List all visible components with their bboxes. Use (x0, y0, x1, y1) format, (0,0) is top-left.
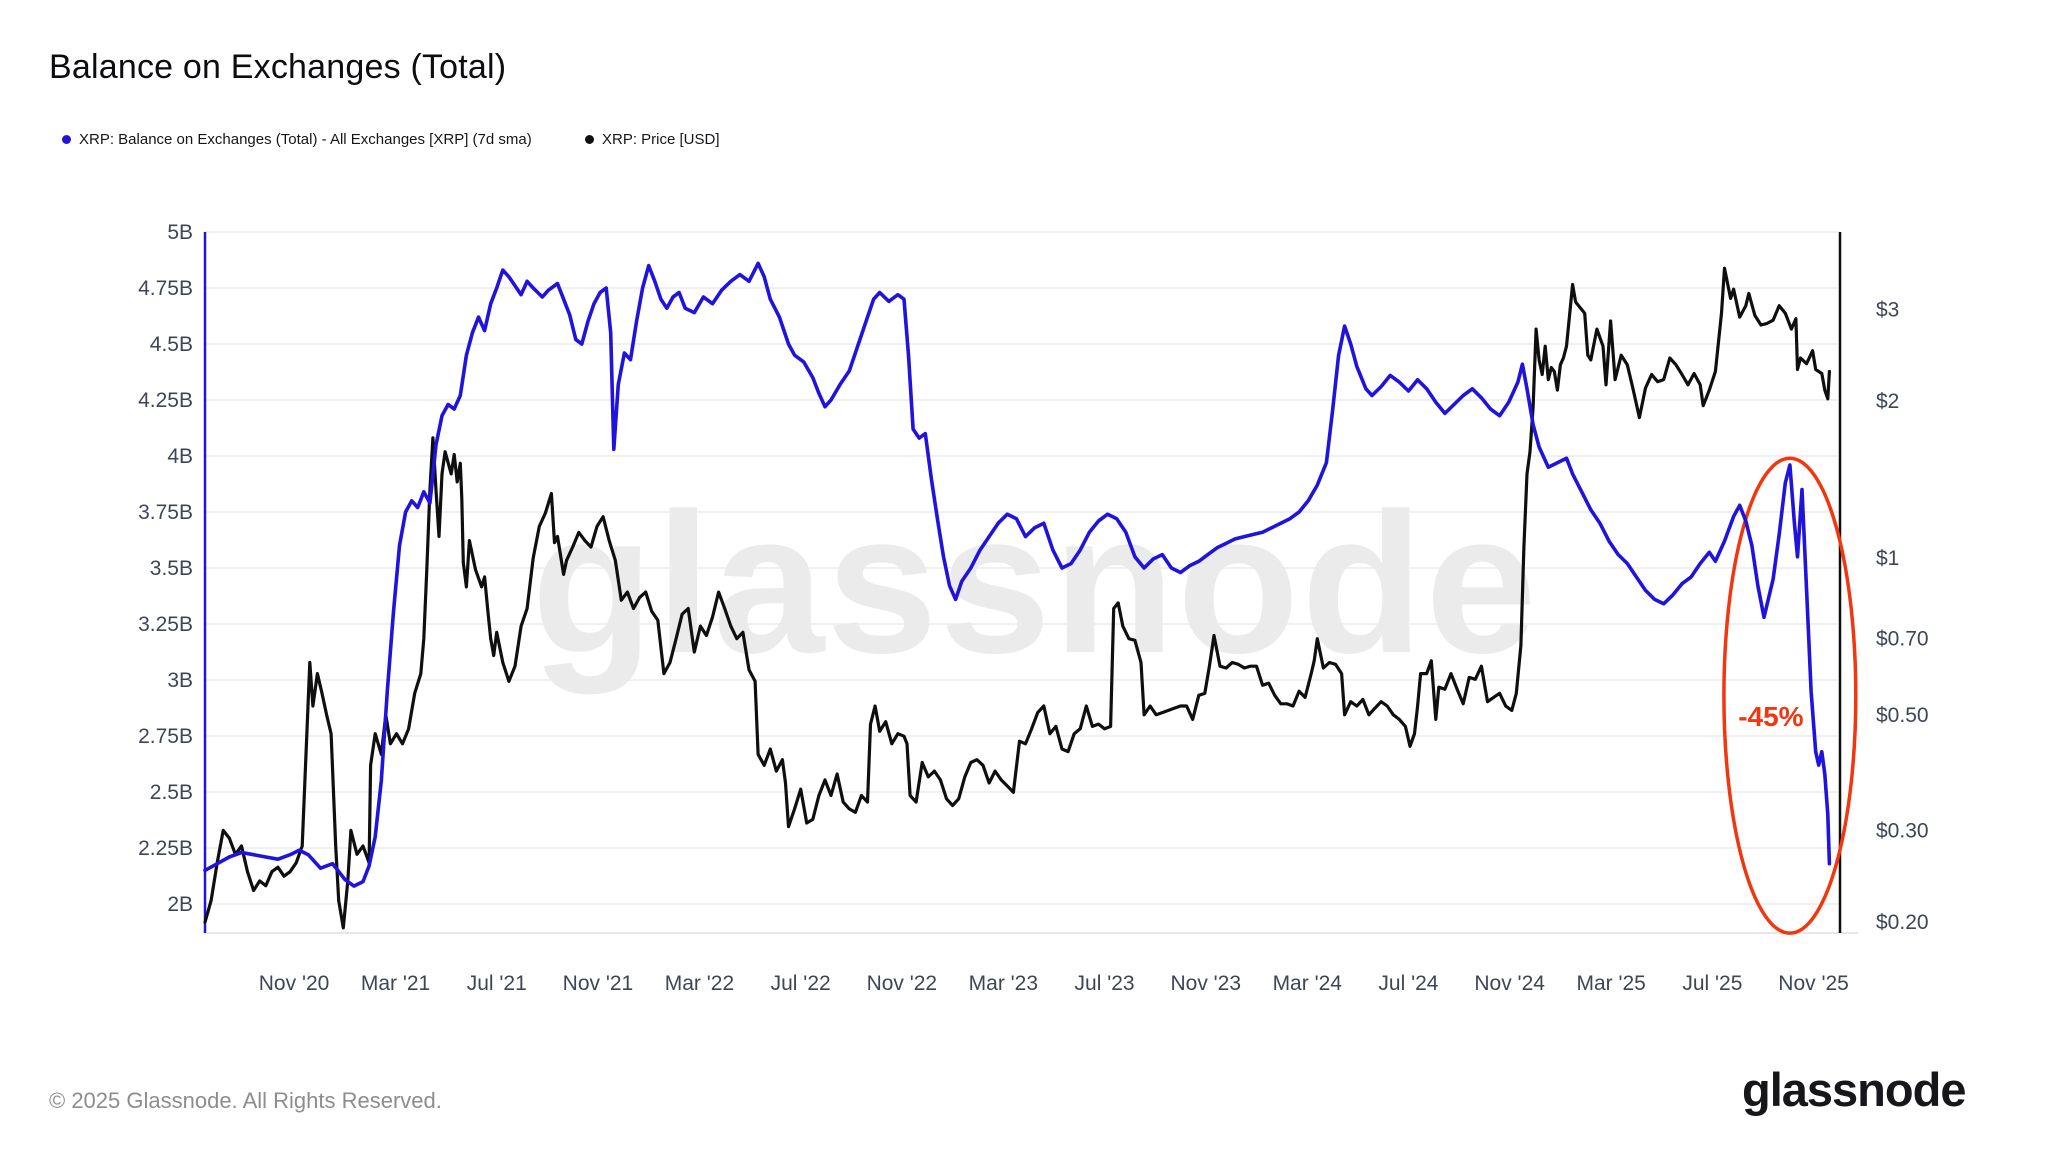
glassnode-logo: glassnode (1742, 1063, 1966, 1116)
svg-text:-45%: -45% (1738, 701, 1803, 732)
svg-text:$0.70: $0.70 (1876, 628, 1929, 651)
legend-price-label: XRP: Price [USD] (602, 131, 720, 148)
svg-text:4B: 4B (167, 445, 193, 468)
svg-text:Jul '24: Jul '24 (1378, 972, 1438, 995)
svg-text:3B: 3B (167, 669, 193, 692)
svg-text:Jul '25: Jul '25 (1682, 972, 1742, 995)
page-title: Balance on Exchanges (Total) (49, 48, 507, 86)
svg-text:4.25B: 4.25B (138, 389, 193, 412)
legend-item-balance: XRP: Balance on Exchanges (Total) - All … (62, 131, 532, 148)
legend: XRP: Balance on Exchanges (Total) - All … (0, 131, 2048, 155)
svg-text:Nov '24: Nov '24 (1474, 972, 1545, 995)
balance-series-dot-icon (62, 135, 71, 144)
svg-text:Mar '23: Mar '23 (969, 972, 1038, 995)
svg-text:$0.30: $0.30 (1876, 819, 1929, 842)
svg-text:Mar '21: Mar '21 (361, 972, 430, 995)
svg-text:Nov '25: Nov '25 (1778, 972, 1849, 995)
price-series-dot-icon (585, 135, 594, 144)
svg-text:glassnode: glassnode (531, 472, 1538, 695)
legend-balance-label: XRP: Balance on Exchanges (Total) - All … (79, 131, 532, 148)
svg-text:Nov '22: Nov '22 (867, 972, 938, 995)
svg-text:Jul '22: Jul '22 (771, 972, 831, 995)
svg-text:Mar '25: Mar '25 (1576, 972, 1645, 995)
footer-copyright: © 2025 Glassnode. All Rights Reserved. (49, 1088, 442, 1113)
svg-text:$0.20: $0.20 (1876, 911, 1929, 934)
svg-text:Jul '21: Jul '21 (467, 972, 527, 995)
svg-text:3.25B: 3.25B (138, 613, 193, 636)
svg-text:5B: 5B (167, 221, 193, 244)
svg-text:4.5B: 4.5B (150, 333, 193, 356)
svg-text:$1: $1 (1876, 547, 1899, 570)
svg-text:Mar '24: Mar '24 (1273, 972, 1343, 995)
svg-text:Jul '23: Jul '23 (1075, 972, 1135, 995)
svg-text:2B: 2B (167, 893, 193, 916)
svg-text:Nov '23: Nov '23 (1170, 972, 1241, 995)
svg-text:2.75B: 2.75B (138, 725, 193, 748)
legend-item-price: XRP: Price [USD] (585, 131, 720, 148)
svg-text:4.75B: 4.75B (138, 277, 193, 300)
svg-text:2.5B: 2.5B (150, 781, 193, 804)
svg-text:$0.50: $0.50 (1876, 704, 1929, 727)
svg-text:$3: $3 (1876, 298, 1899, 321)
svg-text:Nov '21: Nov '21 (563, 972, 634, 995)
svg-text:3.75B: 3.75B (138, 501, 193, 524)
svg-text:$2: $2 (1876, 390, 1899, 413)
svg-text:Mar '22: Mar '22 (665, 972, 734, 995)
svg-text:3.5B: 3.5B (150, 557, 193, 580)
svg-text:2.25B: 2.25B (138, 837, 193, 860)
svg-text:Nov '20: Nov '20 (259, 972, 330, 995)
